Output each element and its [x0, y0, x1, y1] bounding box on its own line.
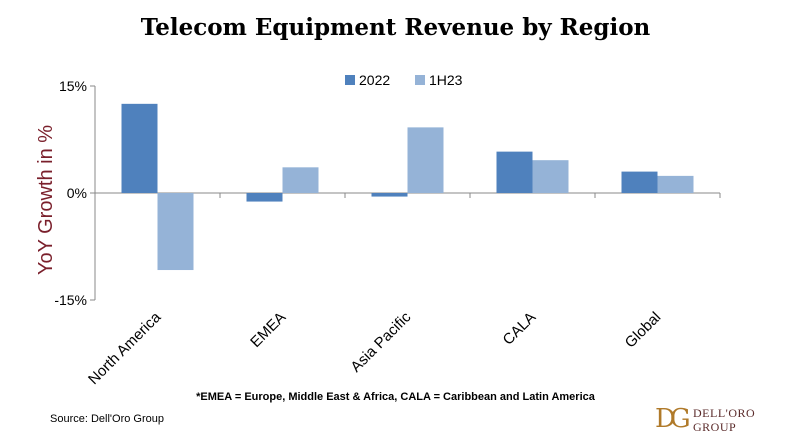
category-label: North America [85, 308, 165, 388]
category-label: Global [622, 309, 665, 352]
logo-text-line2: GROUP [693, 420, 737, 434]
chart-legend: 2022 1H23 [345, 72, 463, 88]
bar-1h23-global [657, 175, 694, 193]
delloro-logo: DG DELL'ORO GROUP [655, 404, 765, 436]
category-label: CALA [500, 309, 540, 349]
y-tick-label: 15% [59, 78, 87, 94]
source-note: Source: Dell'Oro Group [50, 413, 164, 425]
footnote: *EMEA = Europe, Middle East & Africa, CA… [196, 391, 595, 403]
legend-label-1h23: 1H23 [429, 72, 463, 88]
logo-text-line1: DELL'ORO [693, 406, 756, 420]
category-label: Asia Pacific [347, 308, 414, 375]
bar-1h23-north-america [157, 193, 194, 271]
category-label: EMEA [247, 309, 289, 351]
legend-swatch-1h23 [415, 75, 425, 85]
bar-1h23-emea [282, 167, 319, 193]
bar-2022-asia-pacific [371, 193, 408, 197]
bar-1h23-asia-pacific [407, 127, 444, 193]
y-tick-label: -15% [54, 292, 87, 308]
y-tick-label: 0% [67, 185, 87, 201]
legend-label-2022: 2022 [359, 72, 390, 88]
bar-2022-global [621, 171, 658, 193]
bar-2022-emea [246, 193, 283, 202]
bar-2022-cala [496, 151, 533, 193]
legend-swatch-2022 [345, 75, 355, 85]
bar-1h23-cala [532, 160, 569, 193]
y-axis-label: YoY Growth in % [35, 125, 57, 275]
bar-2022-north-america [121, 103, 158, 193]
chart-title: Telecom Equipment Revenue by Region [140, 14, 651, 41]
logo-mark: DG [655, 404, 691, 434]
chart-bars [121, 103, 694, 271]
category-labels: North America EMEA Asia Pacific CALA Global [85, 308, 664, 388]
